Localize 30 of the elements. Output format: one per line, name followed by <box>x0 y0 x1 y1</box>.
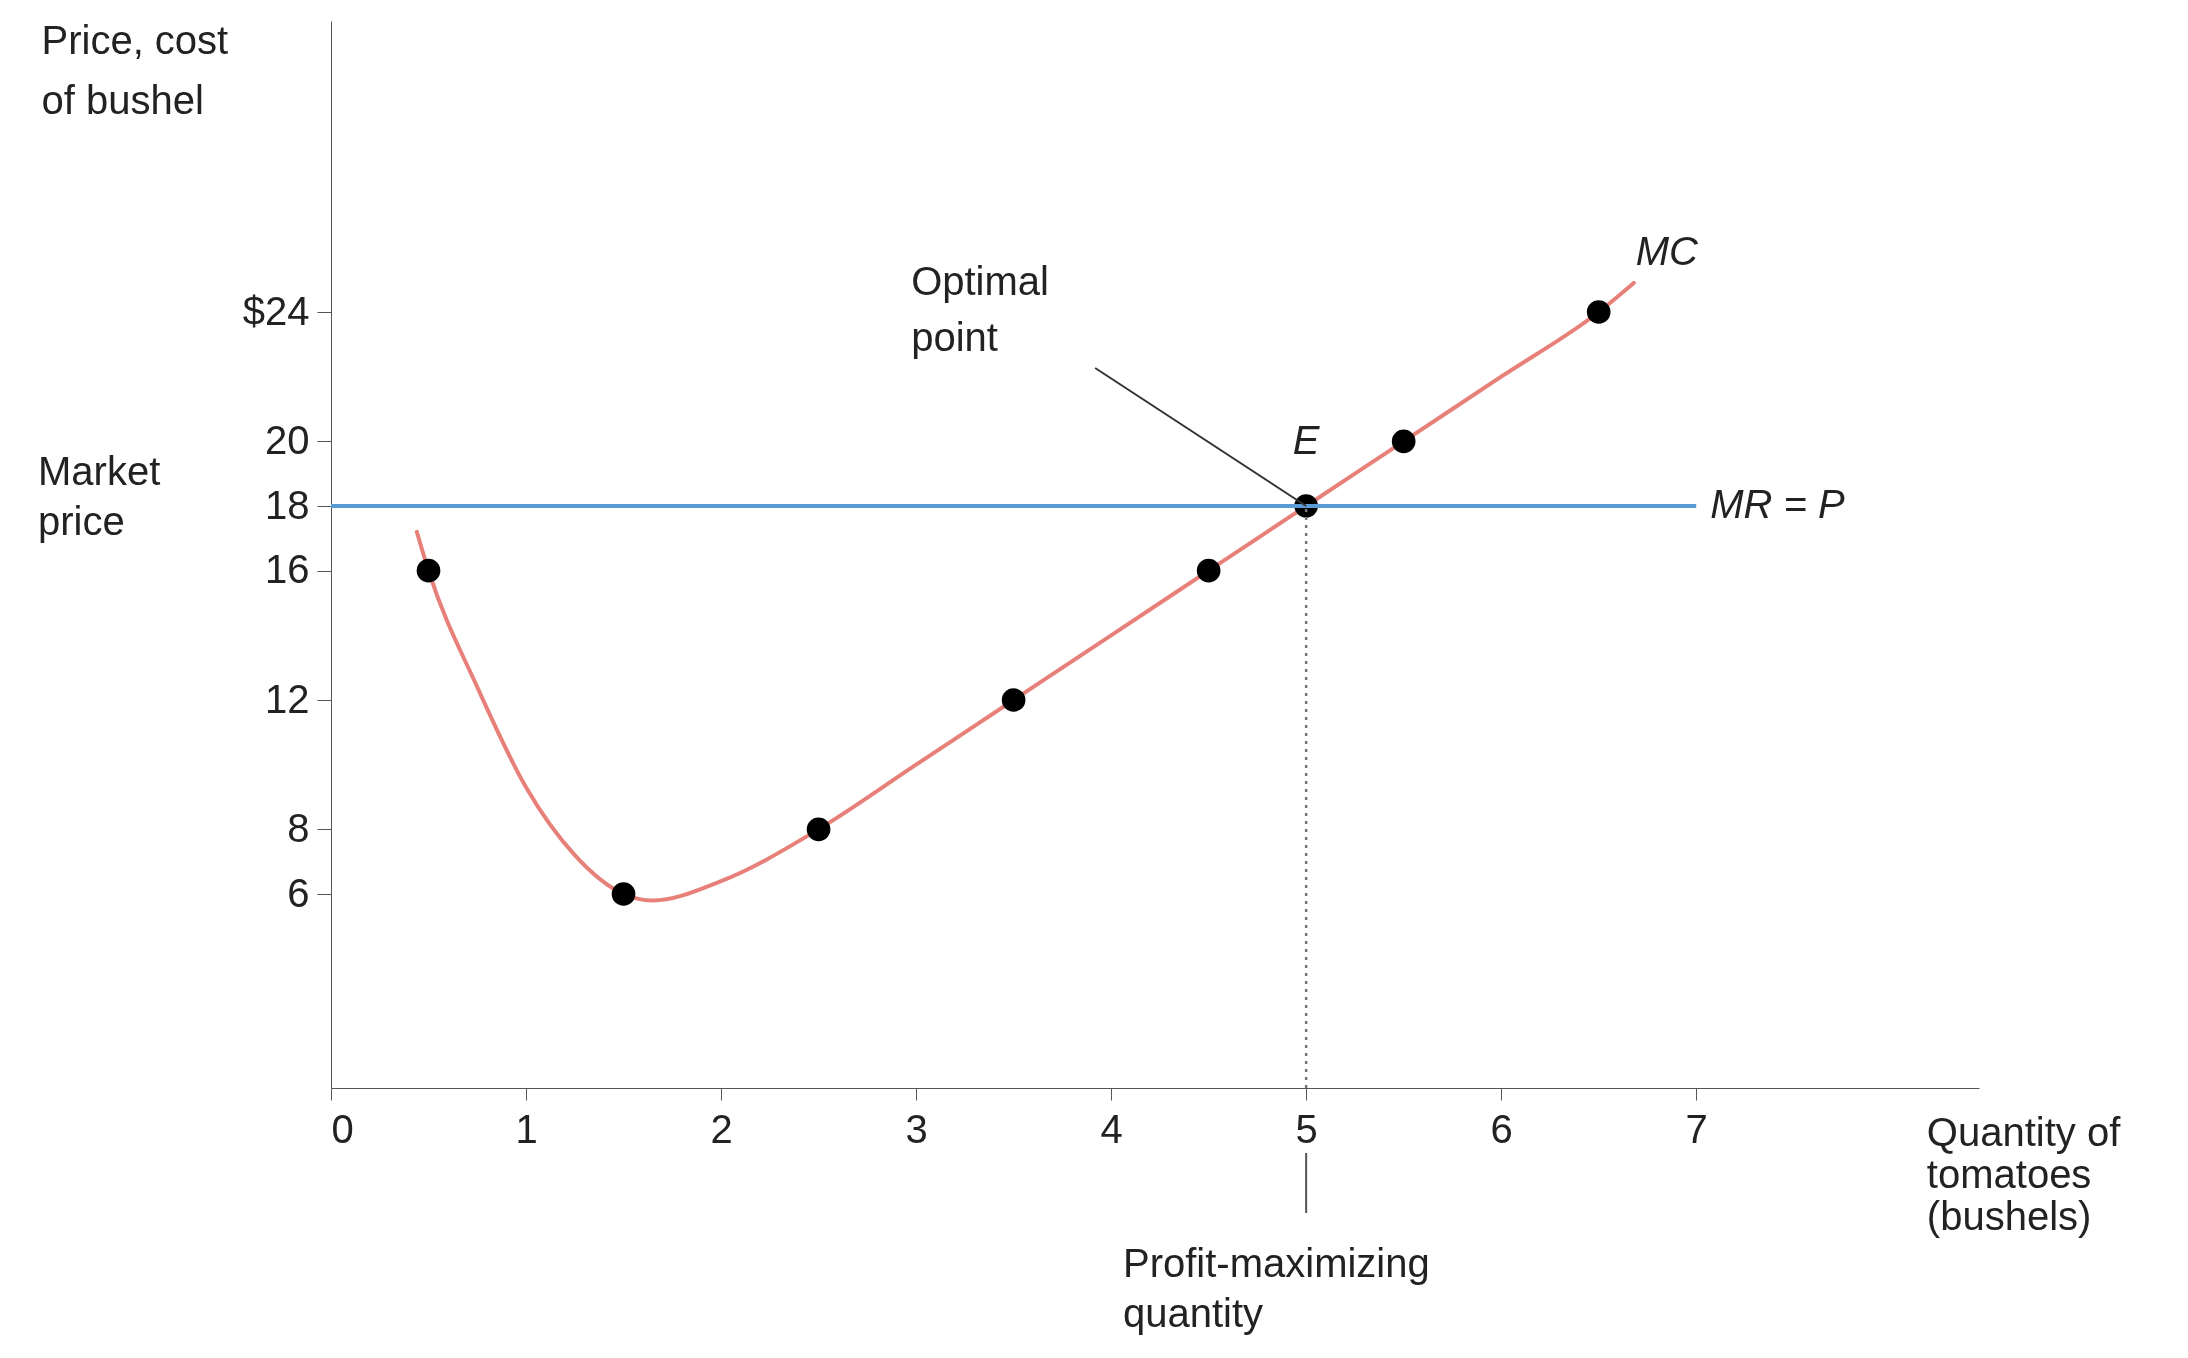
x-tick-label: 6 <box>1490 1106 1513 1151</box>
point <box>1196 558 1221 583</box>
y-axis-title: Price, cost of bushel <box>41 17 229 122</box>
point <box>611 882 636 906</box>
annotation: Optimal point <box>911 259 1049 359</box>
text: Market price <box>38 449 161 543</box>
x-tick-label: 1 <box>515 1106 538 1151</box>
y-tick-label: 12 <box>265 676 310 721</box>
y-tick-label: $24 <box>242 288 310 333</box>
y-tick-label: 16 <box>265 547 310 592</box>
x-axis-title: Quantity of tomatoes (bushels) <box>1926 1109 2122 1238</box>
x-tick-label: 0 <box>331 1106 354 1151</box>
point <box>1391 429 1416 454</box>
x-tick-label: 2 <box>710 1106 733 1151</box>
x-tick-label: 7 <box>1685 1106 1708 1151</box>
series-label: MC <box>1635 228 1700 273</box>
point <box>1001 688 1026 712</box>
point <box>416 558 441 583</box>
annotation: E <box>1292 418 1321 462</box>
y-tick-label: 20 <box>265 417 310 462</box>
y-tick-label: 6 <box>287 870 310 915</box>
ref-line-label: MR = P <box>1710 482 1845 526</box>
x-tick-label: 4 <box>1100 1106 1123 1151</box>
y-tick-label: 18 <box>265 482 310 527</box>
point <box>1586 300 1611 324</box>
x-tick-label: 3 <box>905 1106 928 1151</box>
x-tick-label: 5 <box>1295 1106 1318 1151</box>
y-tick-label: 8 <box>287 805 310 850</box>
point <box>806 817 831 842</box>
text: Profit-maximizing quantity <box>1123 1241 1430 1335</box>
